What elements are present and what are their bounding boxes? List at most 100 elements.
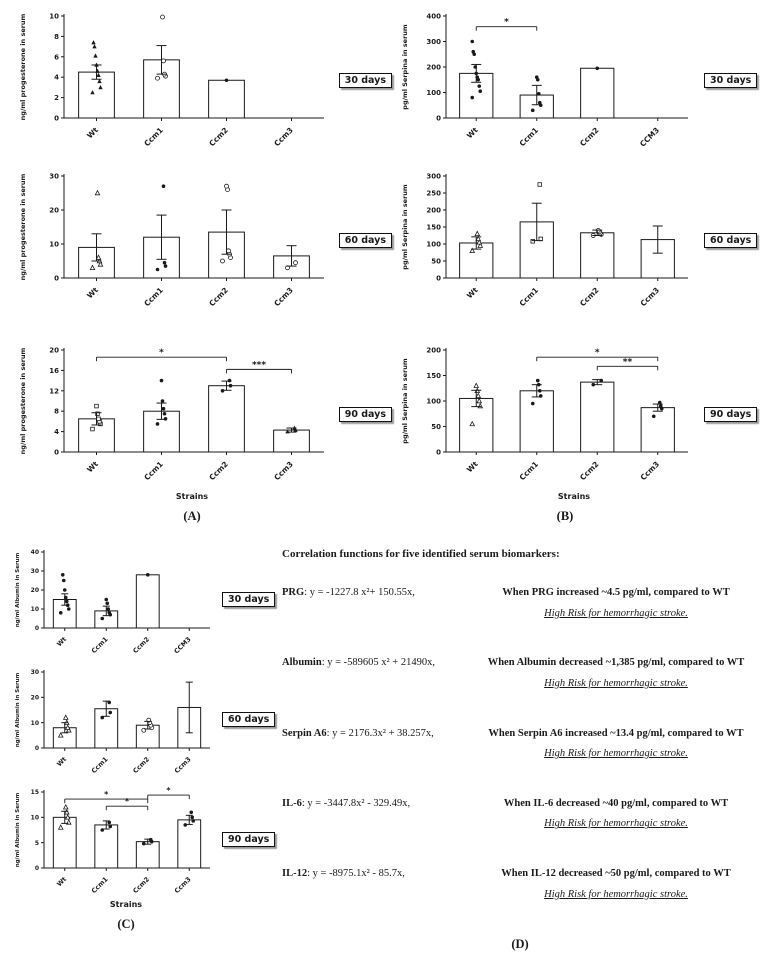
svg-text:*: * xyxy=(159,348,164,358)
svg-text:Ccm2: Ccm2 xyxy=(207,286,230,309)
chart-row: 0 2 4 6 8 10 Wt Ccm1 Ccm2 Ccm3 ng/ml progesterone … xyxy=(16,4,392,156)
x-axis-label-strains: Strains xyxy=(557,492,591,501)
svg-text:Wt: Wt xyxy=(85,125,100,140)
biomarker-name: PRG xyxy=(282,587,305,598)
svg-text:Ccm2: Ccm2 xyxy=(131,755,151,775)
svg-text:300: 300 xyxy=(426,38,441,46)
svg-text:Ccm2: Ccm2 xyxy=(131,875,151,895)
svg-text:5: 5 xyxy=(35,840,39,847)
biomarker-name: Albumin xyxy=(282,657,322,669)
svg-text:20: 20 xyxy=(31,587,39,594)
svg-text:150: 150 xyxy=(426,372,441,380)
svg-text:0: 0 xyxy=(54,448,59,456)
svg-text:ng/ml Albumin in Serum: ng/ml Albumin in Serum xyxy=(15,672,21,747)
biomarker-equation: : y = -3447.8x² - 329.49x, xyxy=(301,797,411,809)
svg-text:ng/ml Albumin in Serum: ng/ml Albumin in Serum xyxy=(15,552,21,627)
svg-text:4: 4 xyxy=(54,74,59,82)
svg-text:Ccm2: Ccm2 xyxy=(578,460,601,483)
day-label-90days: 90 days xyxy=(222,831,276,847)
svg-text:*: * xyxy=(166,786,171,795)
svg-text:10: 10 xyxy=(31,814,39,821)
svg-text:40: 40 xyxy=(31,549,39,556)
svg-text:ng/ml progesterone in serum: ng/ml progesterone in serum xyxy=(19,347,27,454)
svg-text:0: 0 xyxy=(436,114,441,122)
svg-text:Ccm2: Ccm2 xyxy=(578,126,601,149)
biomarker-condition: When IL-12 decreased ~50 pg/ml, compared… xyxy=(501,868,731,880)
svg-text:Wt: Wt xyxy=(55,755,68,768)
svg-text:CCM3: CCM3 xyxy=(172,635,192,655)
svg-text:16: 16 xyxy=(49,367,59,375)
svg-text:*: * xyxy=(104,790,109,799)
panel-label-B: (B) xyxy=(556,509,574,523)
chart-row: 0 50 100 150 200 Wt Ccm1 Ccm2 Ccm3 * ** pg/ml Serpi… xyxy=(398,338,764,490)
chart-serpina-30days: 0 100 200 300 400 Wt Ccm1 Ccm2 CCM3 * pg/ml Serpin… xyxy=(401,12,688,149)
svg-text:Wt: Wt xyxy=(55,635,68,648)
biomarker-name: IL-12 xyxy=(282,868,308,880)
biomarker-risk: High Risk for hemorrhagic stroke. xyxy=(544,888,688,900)
svg-text:0: 0 xyxy=(35,625,39,632)
biomarker-row-prg: PRG: y = -1227.8 x²+ 150.55x, When PRG i… xyxy=(282,586,758,620)
svg-text:50: 50 xyxy=(431,423,441,431)
svg-text:50: 50 xyxy=(431,257,441,265)
svg-text:Ccm1: Ccm1 xyxy=(90,635,110,655)
svg-text:ng/ml Albumin in Serum: ng/ml Albumin in Serum xyxy=(15,792,21,867)
svg-text:*: * xyxy=(504,18,509,28)
day-label-60days: 60 days xyxy=(222,711,276,727)
svg-text:Ccm1: Ccm1 xyxy=(142,126,165,149)
svg-text:Ccm1: Ccm1 xyxy=(518,126,541,149)
chart-progesterone-30days: 0 2 4 6 8 10 Wt Ccm1 Ccm2 Ccm3 ng/ml progesterone … xyxy=(19,12,324,149)
svg-text:20: 20 xyxy=(49,206,59,214)
svg-text:2: 2 xyxy=(54,94,59,102)
x-axis-label-strains: Strains xyxy=(175,492,209,501)
biomarker-condition: When Serpin A6 increased ~13.4 pg/ml, co… xyxy=(488,727,744,739)
chart-serpina-60days: 0 50 100 150 200 250 300 Wt Ccm1 Ccm2 Ccm3 pg/ml Se… xyxy=(401,172,688,309)
biomarker-risk: High Risk for hemorrhagic stroke. xyxy=(544,607,688,619)
biomarker-equation: : y = -1227.8 x²+ 150.55x, xyxy=(304,587,415,598)
svg-text:Ccm2: Ccm2 xyxy=(131,635,151,655)
svg-text:Ccm3: Ccm3 xyxy=(639,286,662,309)
biomarker-risk: High Risk for hemorrhagic stroke. xyxy=(544,748,688,760)
chart-row: 0 50 100 150 200 250 300 Wt Ccm1 Ccm2 Ccm3 pg/ml Se… xyxy=(398,164,764,316)
svg-text:Ccm1: Ccm1 xyxy=(518,286,541,309)
svg-text:15: 15 xyxy=(31,789,39,796)
svg-text:Wt: Wt xyxy=(465,459,480,474)
svg-text:CCM3: CCM3 xyxy=(638,126,661,149)
svg-text:30: 30 xyxy=(31,568,39,575)
day-label-90days: 90 days xyxy=(704,406,758,422)
correlation-title: Correlation functions for five identifie… xyxy=(282,548,560,560)
svg-text:Ccm3: Ccm3 xyxy=(173,875,193,895)
biomarker-risk: High Risk for hemorrhagic stroke. xyxy=(544,818,688,830)
chart-row: 0 5 10 15 Wt Ccm1 Ccm2 Ccm3 * * * ng/ml Albumin in … xyxy=(10,780,278,898)
svg-text:*: * xyxy=(595,348,600,358)
svg-text:10: 10 xyxy=(49,240,59,248)
svg-text:0: 0 xyxy=(436,448,441,456)
svg-text:200: 200 xyxy=(426,206,441,214)
svg-text:150: 150 xyxy=(426,223,441,231)
svg-text:pg/ml Serpina in serum: pg/ml Serpina in serum xyxy=(401,184,409,270)
day-label-30days: 30 days xyxy=(338,72,392,88)
biomarker-condition: When IL-6 decreased ~40 pg/ml, compared … xyxy=(503,797,729,809)
day-label-30days: 30 days xyxy=(704,72,758,88)
svg-text:Wt: Wt xyxy=(465,125,480,140)
panel-label-C: (C) xyxy=(117,917,135,931)
chart-row: 0 10 20 30 40 Wt Ccm1 Ccm2 CCM3 ng/ml Albumin in … xyxy=(10,540,278,658)
chart-progesterone-60days: 0 10 20 30 Wt Ccm1 Ccm2 Ccm3 ng/ml progesterone … xyxy=(19,172,324,309)
x-axis-label-strains: Strains xyxy=(109,900,143,909)
panel-label-D: (D) xyxy=(511,937,529,952)
svg-text:ng/ml progesterone in serum: ng/ml progesterone in serum xyxy=(19,173,27,280)
svg-text:250: 250 xyxy=(426,189,441,197)
svg-text:10: 10 xyxy=(49,12,59,20)
svg-text:20: 20 xyxy=(49,346,59,354)
day-label-60days: 60 days xyxy=(338,232,392,248)
svg-text:20: 20 xyxy=(31,694,39,701)
biomarker-row-albumin: Albumin: y = -589605 x² + 21490x, When A… xyxy=(282,656,758,690)
svg-text:Ccm3: Ccm3 xyxy=(272,286,295,309)
svg-text:Wt: Wt xyxy=(55,875,68,888)
biomarker-row-il6: IL-6: y = -3447.8x² - 329.49x, When IL-6… xyxy=(282,797,758,831)
svg-text:8: 8 xyxy=(54,33,59,41)
svg-text:pg/ml Serpina in serum: pg/ml Serpina in serum xyxy=(401,24,409,110)
chart-row: 0 4 8 12 16 20 Wt Ccm1 Ccm2 Ccm3 * *** ng/ml progest… xyxy=(16,338,392,490)
